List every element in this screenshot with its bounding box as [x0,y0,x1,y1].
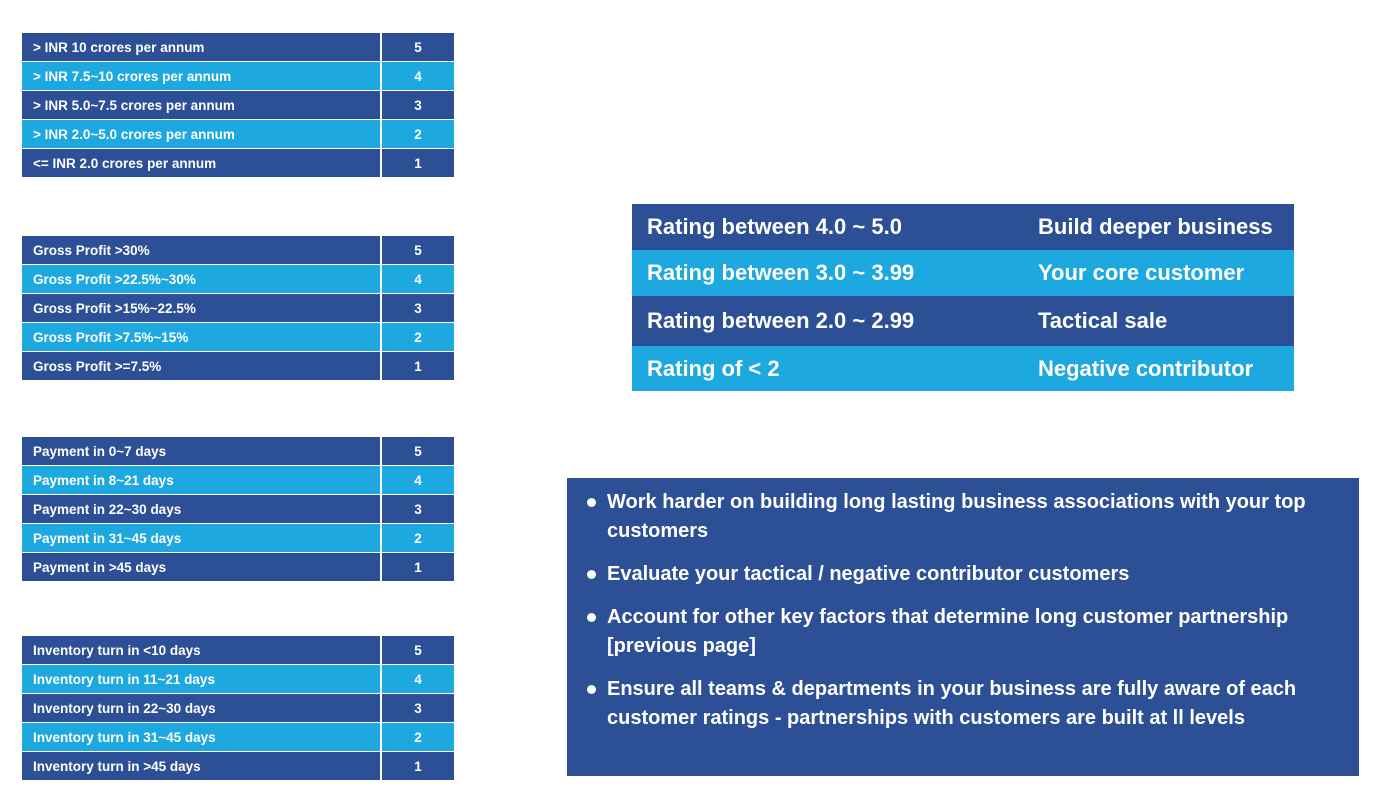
criterion-cell: Gross Profit >7.5%~15% [22,322,382,352]
criterion-cell: Payment in 0~7 days [22,437,382,466]
table-row: Inventory turn in 22~30 days 3 [22,693,454,723]
rating-action: Your core customer [1038,260,1245,285]
table-row: Gross Profit >7.5%~15% 2 [22,322,454,352]
payment-score-table: Payment in 0~7 days 5 Payment in 8~21 da… [22,437,454,581]
criterion-cell: <= INR 2.0 crores per annum [22,148,382,177]
score-cell: 5 [414,443,422,459]
criterion-cell: Inventory turn in <10 days [22,636,382,665]
rating-range: Rating of < 2 [647,355,780,381]
table-row: Payment in 22~30 days 3 [22,494,454,524]
rating-action: Build deeper business [1038,214,1273,239]
table-row: Gross Profit >=7.5% 1 [22,351,454,380]
score-cell: 4 [414,472,422,488]
rating-action: Negative contributor [1038,355,1254,381]
table-row: <= INR 2.0 crores per annum 1 [22,148,454,177]
gross-profit-score-table: Gross Profit >30% 5 Gross Profit >22.5%~… [22,236,454,380]
bullet-icon [587,685,596,694]
bullet-icon [587,613,596,622]
score-cell: 1 [414,758,422,774]
score-cell: 1 [414,155,422,171]
criterion-cell: > INR 2.0~5.0 crores per annum [22,119,382,149]
criterion-cell: Inventory turn in 11~21 days [22,664,382,694]
advice-text: Ensure all teams & departments in your b… [607,678,1297,729]
advice-list: Work harder on building long lasting bus… [585,488,1319,733]
criterion-cell: Payment in 8~21 days [22,465,382,495]
criterion-cell: Gross Profit >22.5%~30% [22,264,382,294]
advice-item: Ensure all teams & departments in your b… [585,675,1319,733]
criterion-cell: Payment in 31~45 days [22,523,382,553]
revenue-score-table: > INR 10 crores per annum 5 > INR 7.5~10… [22,33,454,177]
table-row: Payment in 31~45 days 2 [22,523,454,553]
table-row: > INR 7.5~10 crores per annum 4 [22,61,454,91]
advice-text: Account for other key factors that deter… [607,606,1289,657]
table-row: Gross Profit >22.5%~30% 4 [22,264,454,294]
criterion-cell: Inventory turn in >45 days [22,751,382,780]
criterion-cell: Inventory turn in 31~45 days [22,722,382,752]
criterion-cell: Inventory turn in 22~30 days [22,693,382,723]
score-cell: 3 [414,300,422,316]
score-cell: 2 [414,329,422,345]
score-cell: 2 [414,126,422,142]
criterion-cell: > INR 7.5~10 crores per annum [22,61,382,91]
criterion-cell: Payment in >45 days [22,552,382,581]
score-cell: 5 [414,242,422,258]
table-row: Payment in >45 days 1 [22,552,454,581]
criterion-cell: Gross Profit >=7.5% [22,351,382,380]
inventory-turn-score-table: Inventory turn in <10 days 5 Inventory t… [22,636,454,780]
advice-text: Work harder on building long lasting bus… [607,491,1306,542]
score-cell: 1 [414,559,422,575]
advice-panel: Work harder on building long lasting bus… [567,478,1359,776]
table-row: > INR 2.0~5.0 crores per annum 2 [22,119,454,149]
rating-range: Rating between 3.0 ~ 3.99 [647,260,915,285]
criterion-cell: Gross Profit >30% [22,236,382,265]
table-row: Payment in 0~7 days 5 [22,437,454,466]
score-cell: 1 [414,358,422,374]
bullet-icon [587,570,596,579]
table-row: Inventory turn in 11~21 days 4 [22,664,454,694]
rating-range: Rating between 4.0 ~ 5.0 [647,214,902,239]
score-cell: 3 [414,501,422,517]
score-cell: 2 [414,729,422,745]
table-row: Payment in 8~21 days 4 [22,465,454,495]
criterion-cell: > INR 10 crores per annum [22,33,382,62]
score-cell: 5 [414,642,422,658]
bullet-icon [587,498,596,507]
advice-text: Evaluate your tactical / negative contri… [607,563,1130,585]
rating-row: Rating of < 2 Negative contributor [632,346,1294,391]
rating-table: Rating between 4.0 ~ 5.0 Build deeper bu… [632,204,1294,391]
score-cell: 4 [414,271,422,287]
table-row: Inventory turn in 31~45 days 2 [22,722,454,752]
advice-item: Work harder on building long lasting bus… [585,488,1319,546]
table-row: > INR 10 crores per annum 5 [22,33,454,62]
score-cell: 3 [414,97,422,113]
advice-item: Evaluate your tactical / negative contri… [585,560,1319,589]
advice-item: Account for other key factors that deter… [585,603,1319,661]
score-cell: 4 [414,671,422,687]
rating-action: Tactical sale [1038,308,1168,333]
table-row: Gross Profit >15%~22.5% 3 [22,293,454,323]
score-cell: 4 [414,68,422,84]
table-row: Inventory turn in >45 days 1 [22,751,454,780]
rating-row: Rating between 4.0 ~ 5.0 Build deeper bu… [632,204,1294,250]
score-cell: 2 [414,530,422,546]
table-row: > INR 5.0~7.5 crores per annum 3 [22,90,454,120]
rating-row: Rating between 3.0 ~ 3.99 Your core cust… [632,250,1294,296]
criterion-cell: Gross Profit >15%~22.5% [22,293,382,323]
criterion-cell: > INR 5.0~7.5 crores per annum [22,90,382,120]
table-row: Gross Profit >30% 5 [22,236,454,265]
rating-row: Rating between 2.0 ~ 2.99 Tactical sale [632,296,1294,346]
rating-range: Rating between 2.0 ~ 2.99 [647,308,915,333]
table-row: Inventory turn in <10 days 5 [22,636,454,665]
score-cell: 5 [414,39,422,55]
score-cell: 3 [414,700,422,716]
criterion-cell: Payment in 22~30 days [22,494,382,524]
